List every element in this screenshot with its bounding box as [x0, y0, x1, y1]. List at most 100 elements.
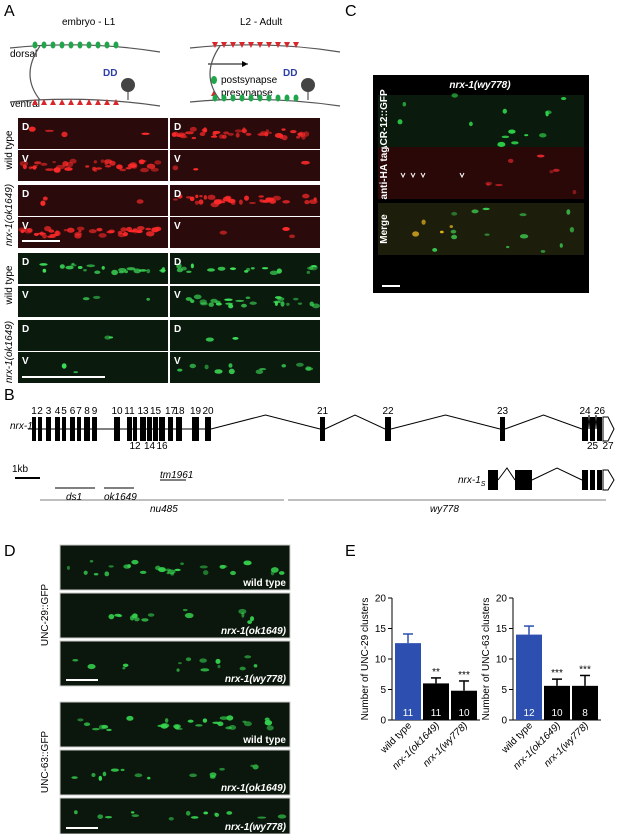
signal-blob [19, 160, 29, 167]
signal-blob [540, 249, 546, 253]
signal-blob [302, 193, 310, 199]
signal-blob [560, 97, 567, 101]
signal-blob [135, 229, 143, 234]
micrograph [170, 217, 320, 248]
nerve-cord [189, 44, 341, 53]
signal-blob [133, 268, 142, 274]
signal-blob [282, 227, 290, 231]
isoform-label: nrx-1S [458, 475, 486, 488]
signal-blob [222, 134, 227, 139]
signal-blob [235, 132, 240, 138]
signal-blob [253, 664, 258, 668]
nerve-cord [9, 44, 161, 53]
signal-blob [432, 248, 438, 252]
signal-blob [482, 207, 490, 211]
signal-blob [248, 201, 257, 204]
signal-blob [199, 565, 208, 569]
postsynapse [284, 94, 290, 102]
signal-blob [165, 568, 172, 572]
signal-blob [486, 183, 490, 186]
channel-tag: D [174, 122, 181, 133]
stage-label: L2 - Adult [240, 17, 282, 28]
signal-blob [549, 170, 554, 174]
signal-blob [147, 613, 155, 617]
y-axis-label: Number of UNC-29 clusters [360, 598, 371, 721]
signal-blob [61, 131, 68, 138]
signal-blob [244, 655, 252, 659]
sample-size: 8 [582, 708, 588, 719]
signal-blob [40, 200, 46, 206]
signal-blob [199, 194, 203, 198]
signal-blob [277, 297, 285, 301]
exon-number: 4 [55, 406, 61, 417]
intron [210, 414, 321, 430]
signal-blob [227, 132, 234, 136]
signal-blob [277, 814, 287, 819]
bar [544, 685, 570, 720]
signal-blob [145, 231, 155, 237]
signal-blob [185, 297, 192, 301]
signal-blob [239, 666, 246, 671]
y-tick-label: 20 [375, 594, 387, 605]
signal-blob [83, 268, 87, 272]
micrograph [170, 320, 320, 351]
postsynapse [59, 41, 65, 49]
signal-blob [519, 213, 527, 217]
signal-blob [108, 614, 115, 620]
deletion-label: tm1961 [160, 470, 193, 481]
signal-blob [44, 129, 54, 132]
signal-blob [59, 264, 65, 269]
exon [147, 417, 152, 441]
signal-blob [195, 194, 199, 199]
y-axis-label: Number of UNC-63 clusters [481, 598, 492, 721]
signal-blob [232, 337, 239, 340]
exon [597, 417, 602, 441]
micrograph [18, 150, 168, 181]
signal-blob [136, 199, 144, 204]
genotype-label: wild type [4, 130, 15, 170]
signal-blob [226, 811, 233, 815]
exon [500, 417, 505, 441]
signal-blob [136, 225, 145, 231]
axis-note: dorsal [10, 49, 37, 60]
postsynapse [113, 41, 119, 49]
exon [62, 417, 66, 441]
exon-number: 1 [31, 406, 37, 417]
signal-blob [199, 658, 207, 663]
signal-blob [146, 163, 156, 169]
signal-blob [296, 135, 301, 139]
signal-blob [118, 268, 127, 272]
signal-blob [177, 368, 183, 372]
exon [133, 417, 137, 441]
isoform-sub: S [481, 481, 486, 488]
scale-label: 1kb [12, 464, 29, 475]
exon [92, 417, 97, 441]
signal-blob [126, 715, 134, 721]
micrograph [59, 592, 291, 639]
signal-blob [182, 608, 188, 612]
micrograph [170, 253, 320, 284]
signal-blob [306, 270, 311, 275]
arrowhead [420, 172, 426, 179]
signal-blob [292, 297, 299, 301]
exon [55, 417, 60, 441]
signal-blob [83, 722, 91, 727]
exon [127, 417, 132, 441]
signal-blob [200, 668, 210, 672]
signal-blob [173, 198, 178, 201]
image-title: nrx-1(wy778) [449, 80, 511, 91]
signal-blob [297, 132, 304, 136]
signal-blob [110, 768, 119, 772]
intron [324, 414, 386, 430]
signal-blob [176, 263, 182, 269]
exon-number: 27 [602, 441, 614, 452]
signal-blob [273, 300, 282, 304]
micrograph [18, 286, 168, 317]
signal-blob [501, 135, 510, 139]
presynapse [266, 42, 272, 48]
exon [32, 417, 36, 441]
reporter-label: UNC-63::GFP [40, 731, 51, 794]
signal-blob [214, 812, 218, 816]
signal-blob [87, 664, 96, 670]
deletion-label: ds1 [66, 492, 82, 503]
